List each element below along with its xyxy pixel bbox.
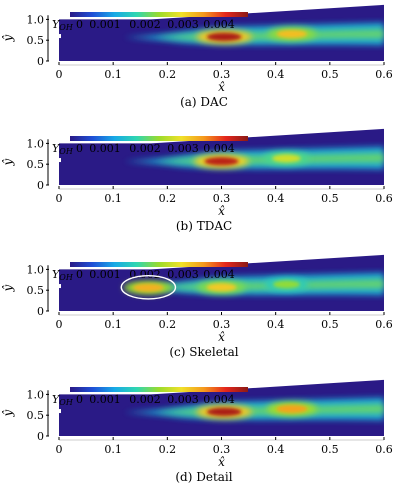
colorbar-tick-label: 0.001 bbox=[89, 268, 121, 281]
x-tick-label: 0.1 bbox=[104, 443, 122, 456]
y-tick-label: 0 bbox=[37, 430, 44, 443]
colorbar-tick-label: 0.002 bbox=[129, 142, 161, 155]
inlet-nozzle bbox=[51, 34, 61, 39]
x-tick-label: 0.5 bbox=[321, 68, 339, 81]
hot-spot bbox=[132, 283, 164, 292]
y-tick-label: 0.5 bbox=[27, 284, 45, 297]
y-tick-label: 1.0 bbox=[27, 388, 45, 401]
colorbar-tick-label: 0 bbox=[76, 393, 83, 406]
colorbar-tick-label: 0.002 bbox=[129, 393, 161, 406]
y-axis-label: ŷ bbox=[1, 35, 15, 43]
colorbar-tick-label: 0.002 bbox=[129, 268, 161, 281]
colorbar bbox=[70, 136, 248, 141]
colorbar-tick-label: 0.003 bbox=[167, 268, 199, 281]
hot-spot bbox=[206, 32, 242, 41]
colorbar bbox=[70, 262, 248, 267]
x-axis-label: x̂ bbox=[218, 204, 225, 218]
x-tick-label: 0.5 bbox=[321, 443, 339, 456]
colorbar-tick-label: 0.001 bbox=[89, 393, 121, 406]
colorbar-tick-label: 0 bbox=[76, 268, 83, 281]
x-tick-label: 0.4 bbox=[267, 443, 285, 456]
caption-b: (b) TDAC bbox=[175, 219, 233, 233]
colorbar-tick-label: 0.003 bbox=[167, 18, 199, 31]
x-tick-label: 0 bbox=[56, 318, 63, 331]
colorbar bbox=[70, 387, 248, 392]
hot-spot bbox=[206, 283, 237, 292]
colorbar-label: YOH bbox=[52, 142, 74, 156]
colorbar-tick-label: 0.004 bbox=[203, 268, 235, 281]
colorbar-tick-label: 0.004 bbox=[203, 18, 235, 31]
colorbar-tick-label: 0.001 bbox=[89, 18, 121, 31]
hot-spot bbox=[272, 280, 301, 289]
colorbar-tick-label: 0.003 bbox=[167, 393, 199, 406]
y-axis-label: ŷ bbox=[1, 285, 15, 293]
colorbar-tick-label: 0.002 bbox=[129, 18, 161, 31]
caption-a: (a) DAC bbox=[180, 95, 228, 109]
colorbar-tick-label: 0.003 bbox=[167, 142, 199, 155]
colorbar-tick-label: 0.004 bbox=[203, 393, 235, 406]
y-tick-label: 1.0 bbox=[27, 137, 45, 150]
hot-spot bbox=[276, 404, 308, 414]
x-tick-label: 0.5 bbox=[321, 192, 339, 205]
highlight-ellipse bbox=[120, 274, 177, 300]
inlet-nozzle bbox=[51, 284, 61, 289]
x-tick-label: 0.2 bbox=[159, 68, 177, 81]
x-tick-label: 0.6 bbox=[375, 318, 393, 331]
colorbar bbox=[70, 12, 248, 17]
hot-spot bbox=[206, 407, 242, 416]
x-tick-label: 0.4 bbox=[267, 318, 285, 331]
x-tick-label: 0.3 bbox=[213, 192, 231, 205]
inlet-nozzle bbox=[51, 409, 61, 414]
caption-c: (c) Skeletal bbox=[169, 345, 239, 359]
x-axis-label: x̂ bbox=[218, 80, 225, 94]
hot-spot bbox=[204, 157, 239, 166]
y-tick-label: 1.0 bbox=[27, 263, 45, 276]
colorbar-tick-label: 0 bbox=[76, 18, 83, 31]
x-tick-label: 0.3 bbox=[213, 68, 231, 81]
x-axis-label: x̂ bbox=[218, 330, 225, 344]
x-tick-label: 0.1 bbox=[104, 318, 122, 331]
y-tick-label: 0 bbox=[37, 305, 44, 318]
x-tick-label: 0.6 bbox=[375, 443, 393, 456]
y-tick-label: 0.5 bbox=[27, 34, 45, 47]
x-tick-label: 0.5 bbox=[321, 318, 339, 331]
colorbar-tick-label: 0.001 bbox=[89, 142, 121, 155]
inlet-nozzle bbox=[51, 158, 61, 163]
y-tick-label: 0 bbox=[37, 55, 44, 68]
x-tick-label: 0.4 bbox=[267, 192, 285, 205]
x-tick-label: 0 bbox=[56, 443, 63, 456]
x-tick-label: 0.2 bbox=[159, 443, 177, 456]
colorbar-label: YOH bbox=[52, 18, 74, 32]
x-tick-label: 0.1 bbox=[104, 192, 122, 205]
x-tick-label: 0 bbox=[56, 192, 63, 205]
x-tick-label: 0.2 bbox=[159, 192, 177, 205]
x-tick-label: 0.6 bbox=[375, 68, 393, 81]
x-tick-label: 0.3 bbox=[213, 443, 231, 456]
caption-d: (d) Detail bbox=[175, 470, 233, 484]
x-tick-label: 0.4 bbox=[267, 68, 285, 81]
x-tick-label: 0 bbox=[56, 68, 63, 81]
colorbar-label: YOH bbox=[52, 393, 74, 407]
x-axis-label: x̂ bbox=[218, 455, 225, 469]
y-tick-label: 0.5 bbox=[27, 158, 45, 171]
colorbar-label: YOH bbox=[52, 268, 74, 282]
x-tick-label: 0.1 bbox=[104, 68, 122, 81]
colorbar-tick-label: 0.004 bbox=[203, 142, 235, 155]
hot-spot bbox=[272, 154, 301, 163]
x-tick-label: 0.6 bbox=[375, 192, 393, 205]
y-tick-label: 1.0 bbox=[27, 13, 45, 26]
x-tick-label: 0.3 bbox=[213, 318, 231, 331]
y-axis-label: ŷ bbox=[1, 410, 15, 418]
y-axis-label: ŷ bbox=[1, 159, 15, 167]
y-tick-label: 0 bbox=[37, 179, 44, 192]
x-tick-label: 0.2 bbox=[159, 318, 177, 331]
colorbar-tick-label: 0 bbox=[76, 142, 83, 155]
y-tick-label: 0.5 bbox=[27, 409, 45, 422]
hot-spot bbox=[276, 29, 308, 39]
